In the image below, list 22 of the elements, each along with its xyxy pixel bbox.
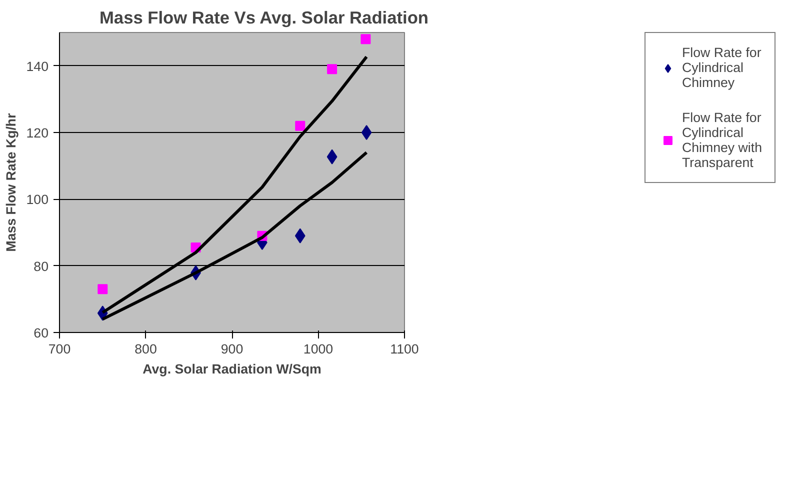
x-tick-label: 1100 bbox=[390, 342, 419, 356]
y-tick-label: 140 bbox=[26, 58, 49, 74]
legend-label: Flow Rate for Cylindrical Chimney bbox=[682, 45, 762, 90]
chart-title: Mass Flow Rate Vs Avg. Solar Radiation bbox=[100, 8, 428, 28]
y-axis-title: Mass Flow Rate Kg/hr bbox=[3, 113, 18, 252]
point bbox=[98, 284, 108, 294]
x-axis-title: Avg. Solar Radiation W/Sqm bbox=[142, 362, 322, 376]
x-tick-label: 800 bbox=[134, 342, 157, 356]
y-tick-label: 60 bbox=[34, 326, 49, 340]
y-tick-label: 120 bbox=[26, 126, 49, 140]
y-tick-label: 100 bbox=[26, 192, 49, 208]
point bbox=[294, 228, 306, 244]
legend-label: Flow Rate for Cylindrical Chimney with Transparent bbox=[682, 110, 762, 170]
point bbox=[361, 125, 372, 140]
point bbox=[360, 34, 371, 44]
y-tick-label: 80 bbox=[34, 258, 49, 274]
x-tick-label: 900 bbox=[220, 342, 244, 356]
x-tick-label: 700 bbox=[48, 342, 71, 356]
point bbox=[295, 120, 306, 131]
point bbox=[326, 149, 338, 164]
point bbox=[327, 64, 338, 74]
x-tick-label: 1000 bbox=[303, 342, 334, 356]
